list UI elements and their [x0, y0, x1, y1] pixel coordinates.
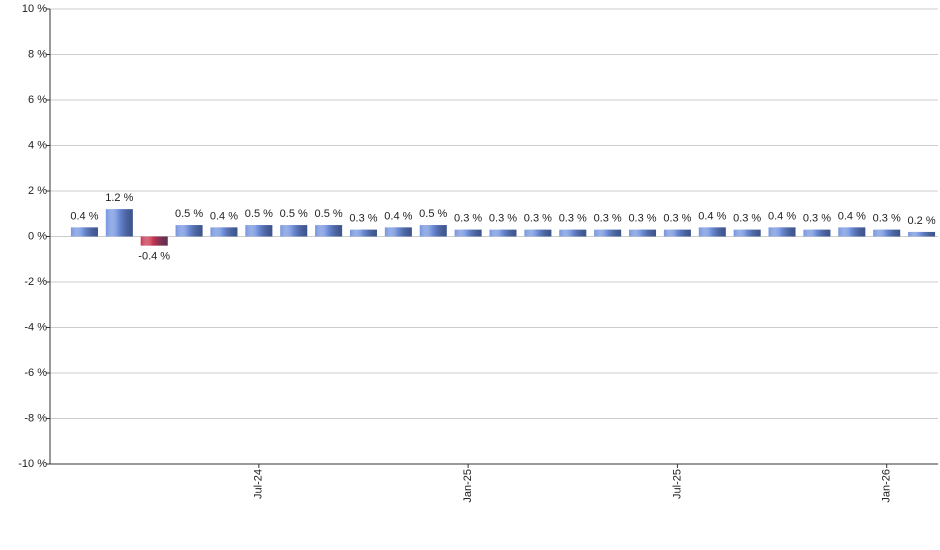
value-label: 0.3 % [489, 213, 517, 225]
value-label: 0.5 % [419, 208, 447, 220]
value-label: 0.3 % [628, 213, 656, 225]
bar-shade [803, 229, 831, 237]
y-tick-label: -4 % [24, 321, 47, 333]
bar-shade [105, 209, 133, 237]
y-tick-label: 6 % [28, 94, 47, 106]
value-label: 0.3 % [454, 213, 482, 225]
x-tick-label: Jan-26 [881, 469, 893, 503]
value-label: 0.3 % [559, 213, 587, 225]
bar-shade [70, 227, 98, 237]
bar-shade [733, 229, 761, 237]
bar-shade [175, 225, 203, 237]
bar-shade [663, 229, 691, 237]
x-tick-label: Jan-25 [462, 469, 474, 503]
value-label: 0.5 % [280, 208, 308, 220]
value-label: 0.5 % [315, 208, 343, 220]
x-tick-label: Jul-25 [671, 469, 683, 499]
bar-shade [454, 229, 482, 237]
bar-shade [384, 227, 412, 237]
value-label: 0.3 % [349, 213, 377, 225]
bar-shade [245, 225, 273, 237]
bar-shade [768, 227, 796, 237]
y-tick-label: 2 % [28, 185, 47, 197]
value-label: 0.5 % [245, 208, 273, 220]
value-label: 1.2 % [105, 192, 133, 204]
value-label: 0.4 % [384, 210, 412, 222]
value-label: 0.4 % [768, 210, 796, 222]
value-label: 0.4 % [698, 210, 726, 222]
bar-shade [315, 225, 343, 237]
y-tick-label: -6 % [24, 367, 47, 379]
value-label: 0.5 % [175, 208, 203, 220]
value-label: 0.4 % [70, 210, 98, 222]
value-label: 0.3 % [524, 213, 552, 225]
bar-shade [908, 231, 936, 237]
y-tick-label: 4 % [28, 139, 47, 151]
value-label: 0.2 % [907, 215, 935, 227]
value-label: 0.3 % [663, 213, 691, 225]
y-tick-label: -2 % [24, 276, 47, 288]
bar-shade [210, 227, 238, 237]
bar-shade [594, 229, 622, 237]
value-label: 0.4 % [210, 210, 238, 222]
value-label: 0.4 % [838, 210, 866, 222]
y-tick-label: -8 % [24, 412, 47, 424]
y-tick-label: 0 % [28, 230, 47, 242]
bar-shade [349, 229, 377, 237]
bar-shade [419, 225, 447, 237]
x-tick-label: Jul-24 [253, 469, 265, 499]
y-tick-label: -10 % [18, 458, 47, 470]
value-label: 0.3 % [873, 213, 901, 225]
bar-shade [280, 225, 308, 237]
bar-shade [559, 229, 587, 237]
value-label: 0.3 % [803, 213, 831, 225]
value-label: -0.4 % [138, 251, 170, 263]
bar-shade [140, 236, 168, 246]
bar-shade [489, 229, 517, 237]
y-tick-label: 8 % [28, 48, 47, 60]
value-label: 0.3 % [594, 213, 622, 225]
bar-shade [629, 229, 657, 237]
value-label: 0.3 % [733, 213, 761, 225]
bar-shade [524, 229, 552, 237]
bar-shade [698, 227, 726, 237]
bar-shade [873, 229, 901, 237]
bar-shade [838, 227, 866, 237]
y-tick-label: 10 % [22, 3, 47, 15]
